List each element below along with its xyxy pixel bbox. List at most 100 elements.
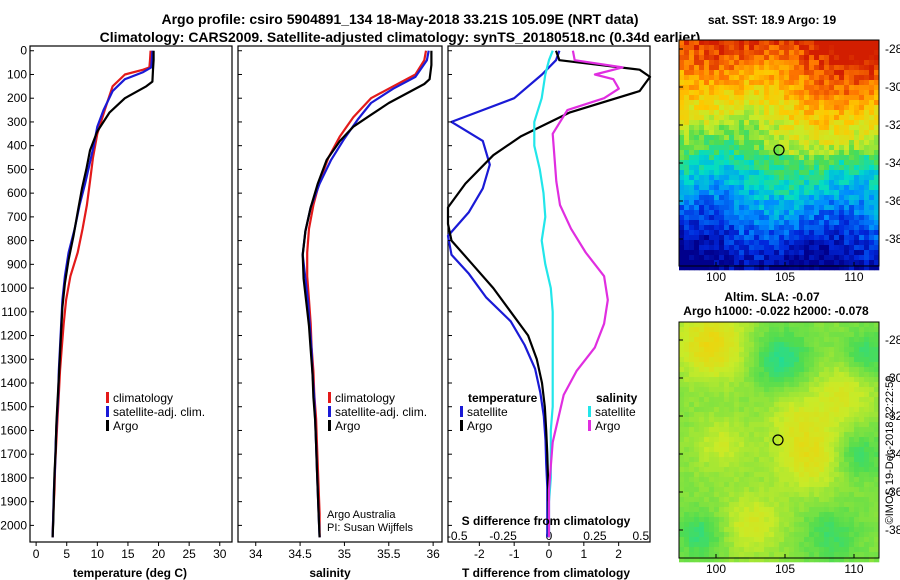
sla-cell — [759, 482, 765, 488]
sla-cell — [814, 522, 820, 528]
sst-cell — [724, 75, 730, 81]
sst-cell — [804, 130, 810, 136]
sst-cell — [799, 225, 805, 231]
sst-cell — [849, 135, 855, 141]
sst-cell — [859, 245, 865, 251]
sla-cell — [719, 477, 725, 483]
sla-cell — [699, 512, 705, 518]
sst-cell — [734, 75, 740, 81]
sla-cell — [749, 452, 755, 458]
sst-cell — [734, 55, 740, 61]
sst-cell — [834, 180, 840, 186]
map-y-label: -30 — [885, 80, 900, 94]
sst-cell — [849, 215, 855, 221]
sla-cell — [759, 477, 765, 483]
sst-cell — [739, 135, 745, 141]
sla-cell — [854, 547, 860, 553]
sst-cell — [789, 245, 795, 251]
sst-cell — [694, 95, 700, 101]
sst-cell — [809, 115, 815, 121]
sla-cell — [789, 477, 795, 483]
sla-cell — [854, 512, 860, 518]
sst-cell — [714, 85, 720, 91]
sla-cell — [704, 437, 710, 443]
sst-cell — [689, 250, 695, 256]
sla-cell — [679, 507, 685, 513]
sst-cell — [729, 145, 735, 151]
sla-cell — [704, 412, 710, 418]
sst-cell — [829, 210, 835, 216]
sst-cell — [809, 225, 815, 231]
sst-cell — [719, 260, 725, 266]
sst-cell — [849, 100, 855, 106]
sst-cell — [679, 215, 685, 221]
sla-cell — [809, 537, 815, 543]
sst-cell — [709, 125, 715, 131]
sst-cell — [809, 200, 815, 206]
sla-cell — [754, 542, 760, 548]
sla-cell — [699, 407, 705, 413]
sla-cell — [734, 372, 740, 378]
sst-cell — [859, 140, 865, 146]
sla-cell — [764, 387, 770, 393]
sst-cell — [684, 220, 690, 226]
sla-cell — [759, 427, 765, 433]
sla-cell — [859, 407, 865, 413]
sla-cell — [709, 517, 715, 523]
sla-cell — [739, 537, 745, 543]
sla-cell — [699, 507, 705, 513]
sst-cell — [829, 80, 835, 86]
sla-cell — [684, 382, 690, 388]
sst-cell — [719, 145, 725, 151]
sla-cell — [854, 432, 860, 438]
sst-cell — [734, 150, 740, 156]
sst-cell — [759, 210, 765, 216]
sst-cell — [709, 100, 715, 106]
sst-cell — [839, 55, 845, 61]
sst-cell — [729, 140, 735, 146]
sla-cell — [799, 527, 805, 533]
sla-cell — [734, 542, 740, 548]
sst-cell — [859, 110, 865, 116]
sla-cell — [844, 352, 850, 358]
sst-cell — [794, 210, 800, 216]
sla-cell — [869, 327, 875, 333]
sla-cell — [764, 507, 770, 513]
sst-cell — [809, 215, 815, 221]
sla-cell — [819, 442, 825, 448]
sst-cell — [814, 220, 820, 226]
sla-cell — [724, 362, 730, 368]
sst-cell — [859, 130, 865, 136]
sla-cell — [849, 512, 855, 518]
sla-cell — [774, 527, 780, 533]
sst-cell — [819, 150, 825, 156]
sla-cell — [864, 457, 870, 463]
sst-cell — [869, 55, 875, 61]
sst-cell — [729, 105, 735, 111]
sla-cell — [769, 462, 775, 468]
sla-cell — [839, 487, 845, 493]
sst-cell — [704, 190, 710, 196]
sla-cell — [874, 517, 880, 523]
sst-cell — [739, 70, 745, 76]
sst-cell — [854, 235, 860, 241]
sla-cell — [684, 357, 690, 363]
sla-cell — [829, 417, 835, 423]
sla-cell — [769, 512, 775, 518]
sla-cell — [874, 492, 880, 498]
sst-cell — [679, 60, 685, 66]
sla-cell — [689, 452, 695, 458]
sla-cell — [774, 472, 780, 478]
sst-cell — [759, 95, 765, 101]
sla-cell — [784, 482, 790, 488]
sla-cell — [834, 472, 840, 478]
sst-cell — [774, 125, 780, 131]
sla-cell — [789, 387, 795, 393]
sla-cell — [759, 322, 765, 328]
sst-cell — [699, 215, 705, 221]
sla-cell — [759, 497, 765, 503]
sst-cell — [759, 100, 765, 106]
sla-cell — [799, 427, 805, 433]
sst-cell — [694, 220, 700, 226]
sla-cell — [684, 437, 690, 443]
